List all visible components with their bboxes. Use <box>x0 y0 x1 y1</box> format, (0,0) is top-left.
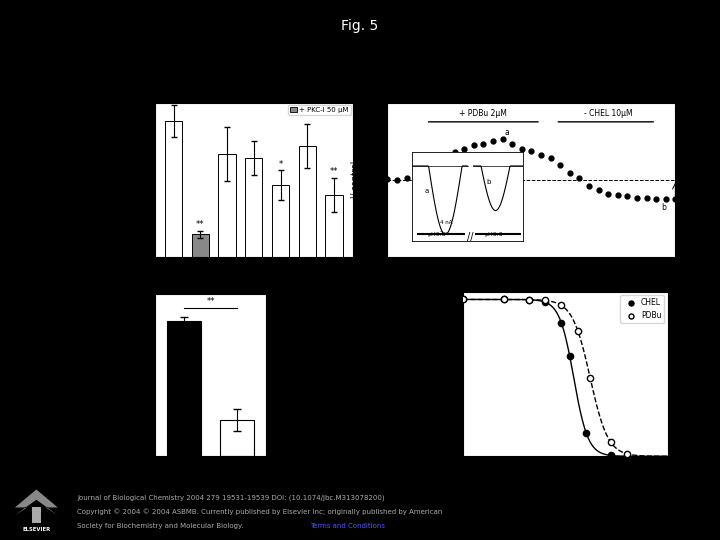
PDBu <box>500 296 508 303</box>
Text: 4 nA: 4 nA <box>307 451 320 456</box>
Text: 4 nA: 4 nA <box>440 220 452 225</box>
Bar <box>245 158 263 256</box>
Bar <box>165 121 182 256</box>
Text: //: // <box>467 232 473 242</box>
Text: **: ** <box>207 297 215 306</box>
Text: A: A <box>120 93 129 106</box>
CHEL <box>500 296 508 303</box>
PDBu <box>586 375 595 381</box>
Text: **: ** <box>330 167 338 177</box>
Text: B: B <box>356 93 365 106</box>
Y-axis label: PDBu-induced increase (%): PDBu-induced increase (%) <box>117 323 127 427</box>
Bar <box>192 234 209 256</box>
Text: - CHEL 10μM: - CHEL 10μM <box>584 109 632 118</box>
Text: 2 s: 2 s <box>344 454 354 460</box>
Text: b: b <box>661 204 666 212</box>
X-axis label: pH: pH <box>559 481 572 490</box>
PDBu <box>459 296 467 303</box>
Bar <box>272 185 289 256</box>
CHEL <box>557 320 566 326</box>
Text: + PDBu 2μM: + PDBu 2μM <box>459 109 508 118</box>
CHEL <box>459 296 467 303</box>
PDBu <box>557 302 566 309</box>
CHEL <box>582 429 590 436</box>
Text: basal
phosphorylation: basal phosphorylation <box>678 184 720 195</box>
Text: Fig. 5: Fig. 5 <box>341 19 379 33</box>
Text: pH6: pH6 <box>325 363 338 368</box>
Legend: CHEL, PDBu: CHEL, PDBu <box>620 295 665 323</box>
Legend: + PKC-I 50 μM: + PKC-I 50 μM <box>288 105 351 115</box>
X-axis label: tme (min): tme (min) <box>510 281 552 290</box>
Text: 2 s: 2 s <box>440 231 448 235</box>
Text: ELSEVIER: ELSEVIER <box>22 526 50 531</box>
Text: //: // <box>367 418 373 427</box>
PDBu <box>623 450 631 457</box>
CHEL <box>606 452 615 458</box>
Text: *: * <box>279 160 283 169</box>
Text: pH5b: pH5b <box>324 414 341 419</box>
Text: Society for Biochemistry and Molecular Biology.: Society for Biochemistry and Molecular B… <box>77 523 248 529</box>
PDBu <box>574 328 582 334</box>
Text: pH6.3: pH6.3 <box>484 232 503 237</box>
Text: **: ** <box>196 220 204 230</box>
Text: pH6.3: pH6.3 <box>323 312 341 317</box>
Bar <box>32 508 40 523</box>
Bar <box>220 420 254 456</box>
CHEL <box>524 296 533 303</box>
Text: Copyright © 2004 © 2004 ASBMB. Currently published by Elsevier Inc; originally p: Copyright © 2004 © 2004 ASBMB. Currently… <box>77 509 442 515</box>
Y-axis label: I/I pH6: I/I pH6 <box>426 360 436 388</box>
Text: //: // <box>367 316 373 325</box>
Text: b: b <box>487 179 491 185</box>
Text: Journal of Biological Chemistry 2004 279 19531-19539 DOI: (10.1074/jbc.M31307820: Journal of Biological Chemistry 2004 279… <box>77 494 384 501</box>
CHEL <box>623 453 631 460</box>
Y-axis label: PDBu-induced increase
at pH6.3 (%): PDBu-induced increase at pH6.3 (%) <box>109 136 128 224</box>
Text: //: // <box>367 367 373 376</box>
Polygon shape <box>15 489 58 515</box>
PDBu <box>541 297 549 303</box>
Text: + CHEL: + CHEL <box>394 296 425 305</box>
Text: C: C <box>112 285 122 298</box>
Bar <box>167 321 202 456</box>
Y-axis label: I/ control: I/ control <box>351 161 360 198</box>
Text: pH5b: pH5b <box>400 414 416 419</box>
Text: Terms and Conditions: Terms and Conditions <box>310 523 384 529</box>
PDBu <box>606 439 615 446</box>
Text: + PDBu: + PDBu <box>318 296 350 305</box>
PDBu <box>524 296 533 303</box>
Line: PDBu: PDBu <box>460 296 630 457</box>
Bar <box>299 146 316 256</box>
Bar <box>325 195 343 256</box>
CHEL <box>541 299 549 306</box>
Line: CHEL: CHEL <box>460 296 630 460</box>
Text: a: a <box>505 128 509 137</box>
Text: pH6.3: pH6.3 <box>398 312 417 317</box>
Text: pH6: pH6 <box>401 363 414 368</box>
Text: pH6.3: pH6.3 <box>427 232 446 237</box>
Text: a: a <box>424 188 428 194</box>
CHEL <box>565 353 574 359</box>
Text: D: D <box>287 285 297 298</box>
Bar <box>218 154 235 256</box>
